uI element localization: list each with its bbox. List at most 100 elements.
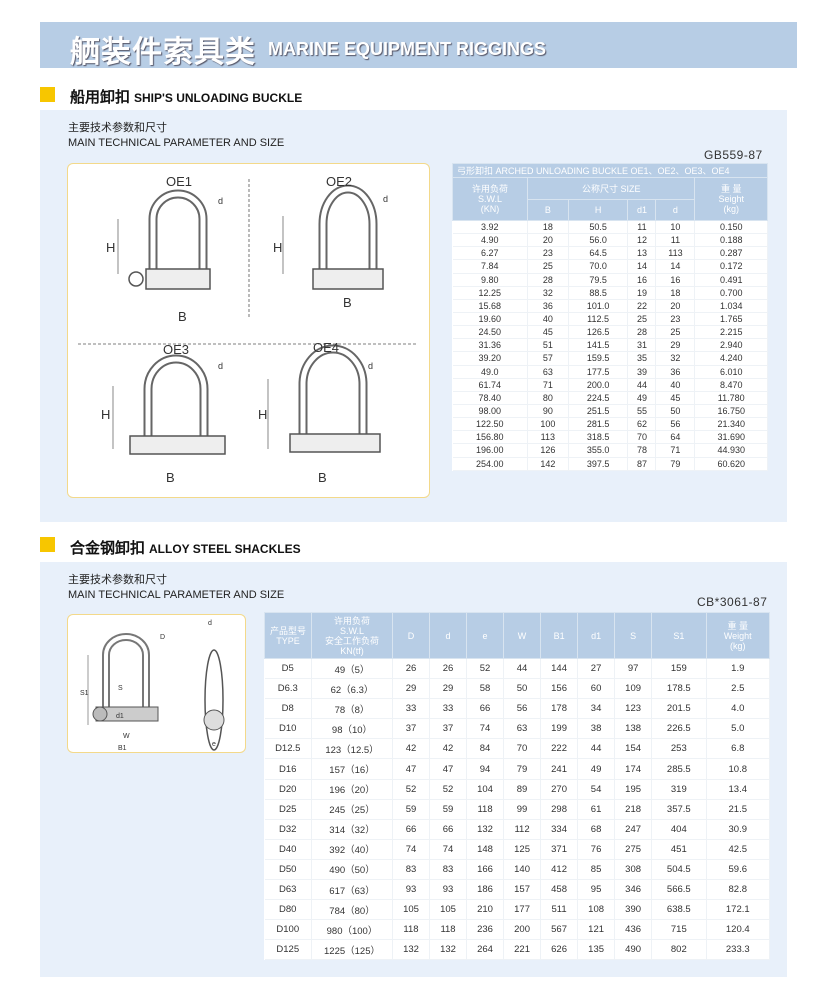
table-cell: 93 (429, 879, 468, 901)
table-cell: 39.20 (452, 351, 528, 366)
table-cell: 199 (540, 718, 579, 740)
table-cell: 1225（125） (311, 939, 393, 961)
table-cell: 264 (466, 939, 505, 961)
table-row: D10 98（10） 37 37 74 63 199 38 138 226.5 5.0 (264, 718, 771, 740)
table-cell: D12.5 (264, 738, 312, 760)
table-cell: 140 (503, 859, 542, 881)
table-cell: D8 (264, 698, 312, 720)
label-h: H (106, 240, 115, 255)
section1-heading: 船用卸扣 SHIP'S UNLOADING BUCKLE (70, 86, 302, 107)
table-row: 49.0 63 177.5 39 36 6.010 (452, 365, 768, 379)
table-cell: 436 (614, 919, 653, 941)
table-cell: 24.50 (452, 325, 528, 340)
table-cell: 6.27 (452, 246, 528, 261)
table-cell: 159.5 (568, 351, 629, 366)
table-cell: 74 (466, 718, 505, 740)
alloy-shackle-drawing: D d S S1 W B1 e d1 (80, 620, 225, 752)
table-cell: 25 (527, 259, 569, 274)
table-cell: 144 (540, 658, 579, 680)
table-row: D50 490（50） 83 83 166 140 412 85 308 504.5 59.6 (264, 859, 771, 881)
table-cell: 50 (503, 678, 542, 700)
table-cell: 39 (627, 365, 657, 379)
table-cell: 172.1 (706, 899, 771, 921)
table-cell: 200.0 (568, 378, 629, 392)
table-cell: 490（50） (311, 859, 393, 881)
table-cell: D5 (264, 658, 312, 680)
table-cell: 26 (429, 658, 468, 680)
table-cell: 60.620 (694, 457, 768, 471)
table-cell: 346 (614, 879, 653, 901)
table-cell: 109 (614, 678, 653, 700)
table-cell: 79 (503, 758, 542, 780)
table-cell: 247 (614, 819, 653, 840)
table-cell: 233.3 (706, 939, 771, 961)
table-cell: 45 (527, 325, 569, 340)
table-row: D20 196（20） 52 52 104 89 270 54 195 319 13.4 (264, 779, 771, 800)
table-cell: 196（20） (311, 779, 393, 800)
table-cell: 9.80 (452, 273, 528, 287)
table-cell: 458 (540, 879, 579, 901)
label-h: H (258, 407, 267, 422)
table-cell: 70.0 (568, 259, 629, 274)
table-cell: 20 (527, 233, 569, 248)
table-cell: 64.5 (568, 246, 629, 261)
table-row: 156.80 113 318.5 70 64 31.690 (452, 430, 768, 445)
table-row: D63 617（63） 93 93 186 157 458 95 346 566.5 82.8 (264, 879, 771, 901)
table-row: 6.27 23 64.5 13 113 0.287 (452, 246, 768, 261)
label-b: B (318, 470, 327, 485)
table-cell: 123（12.5） (311, 738, 393, 760)
table-cell: 7.84 (452, 259, 528, 274)
table-cell: 108 (577, 899, 616, 921)
col-s: S (614, 612, 653, 659)
subtitle-en: MAIN TECHNICAL PARAMETER AND SIZE (68, 137, 285, 149)
table-cell: 638.5 (651, 899, 707, 921)
table-cell: 1.9 (706, 658, 771, 680)
table-cell: 79 (655, 457, 696, 471)
table-cell: 40 (655, 378, 696, 392)
table-cell: 8.470 (694, 378, 768, 392)
label-b: B (178, 309, 187, 324)
banner-title-cn: 舾装件索具类 (70, 36, 256, 69)
table-cell: 120.4 (706, 919, 771, 941)
table-cell: 20 (655, 299, 696, 313)
table-cell: 71 (527, 378, 569, 392)
table-cell: 371 (540, 839, 579, 860)
table-cell: 314（32） (311, 819, 393, 840)
table-cell: 0.150 (694, 220, 768, 235)
table-cell: 52 (466, 658, 505, 680)
shackle-diagrams: OE1 OE2 OE3 OE4 H H H H B B B B d d d d (67, 163, 430, 498)
table-cell: 88.5 (568, 286, 629, 300)
label-d: d (368, 361, 373, 371)
table-row: 254.00 142 397.5 87 79 60.620 (452, 457, 768, 471)
banner-title-en: MARINE EQUIPMENT RIGGINGS (268, 39, 547, 59)
table-cell: 16 (627, 273, 657, 287)
table-cell: 177 (503, 899, 542, 921)
subtitle-en: MAIN TECHNICAL PARAMETER AND SIZE (68, 589, 285, 601)
label-S1: S1 (80, 690, 89, 697)
col-swl: 许用负荷 S.W.L 安全工作负荷 KN(tf) (311, 612, 393, 659)
table-cell: 298 (540, 799, 579, 820)
table-cell: 15.68 (452, 299, 528, 313)
table-cell: D100 (264, 919, 312, 941)
table-cell: D16 (264, 758, 312, 780)
label-B1: B1 (118, 745, 127, 752)
table-cell: 451 (651, 839, 707, 860)
table-cell: 195 (614, 779, 653, 800)
table-row: D32 314（32） 66 66 132 112 334 68 247 404 30.9 (264, 819, 771, 840)
table-cell: 31.36 (452, 338, 528, 353)
table-row: 196.00 126 355.0 78 71 44.930 (452, 443, 768, 458)
table-row: D5 49（5） 26 26 52 44 144 27 97 159 1.9 (264, 658, 771, 680)
standard-code: CB*3061-87 (697, 595, 768, 609)
table-cell: 78 (627, 443, 657, 458)
table-cell: 56 (655, 417, 696, 432)
table-cell: 94 (466, 758, 505, 780)
table-cell: 42 (392, 738, 431, 760)
label-h: H (101, 407, 110, 422)
table-cell: 100 (527, 417, 569, 432)
table-cell: 98（10） (311, 718, 393, 740)
table-row: D8 78（8） 33 33 66 56 178 34 123 201.5 4.0 (264, 698, 771, 720)
table-cell: 47 (392, 758, 431, 780)
table-cell: 29 (392, 678, 431, 700)
table-row: D40 392（40） 74 74 148 125 371 76 275 451 42.5 (264, 839, 771, 860)
table-cell: 178.5 (651, 678, 707, 700)
